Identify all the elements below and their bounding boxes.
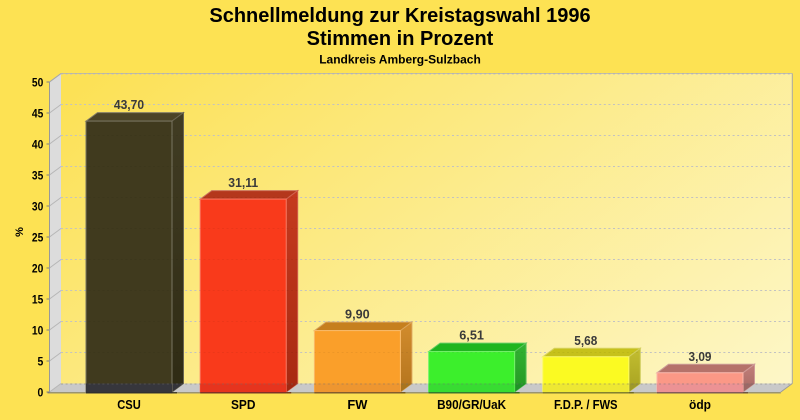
svg-text:25: 25 [32,233,44,245]
svg-text:31,11: 31,11 [228,175,258,190]
svg-text:B90/GR/UaK: B90/GR/UaK [437,397,507,412]
svg-text:5,68: 5,68 [574,333,597,348]
svg-text:50: 50 [32,78,43,90]
svg-text:43,70: 43,70 [114,97,144,112]
svg-text:10: 10 [32,326,43,338]
svg-text:30: 30 [32,202,43,214]
svg-text:3,09: 3,09 [689,349,712,364]
svg-text:SPD: SPD [231,397,256,412]
svg-text:45: 45 [32,109,44,121]
svg-text:F.D.P. / FWS: F.D.P. / FWS [554,397,618,412]
svg-text:ödp: ödp [689,397,711,412]
svg-text:9,90: 9,90 [345,307,370,322]
svg-text:0: 0 [38,388,44,400]
svg-text:CSU: CSU [117,397,141,412]
svg-text:Stimmen in Prozent: Stimmen in Prozent [307,28,494,50]
svg-text:6,51: 6,51 [459,328,484,343]
svg-text:35: 35 [32,171,44,183]
svg-text:5: 5 [38,357,44,369]
svg-text:40: 40 [32,140,43,152]
svg-text:Schnellmeldung zur Kreistagswa: Schnellmeldung zur Kreistagswahl 1996 [209,5,590,27]
svg-text:15: 15 [32,295,44,307]
svg-text:20: 20 [32,264,43,276]
svg-text:%: % [14,227,26,237]
svg-text:FW: FW [347,397,368,412]
svg-text:Landkreis Amberg-Sulzbach: Landkreis Amberg-Sulzbach [319,52,481,66]
